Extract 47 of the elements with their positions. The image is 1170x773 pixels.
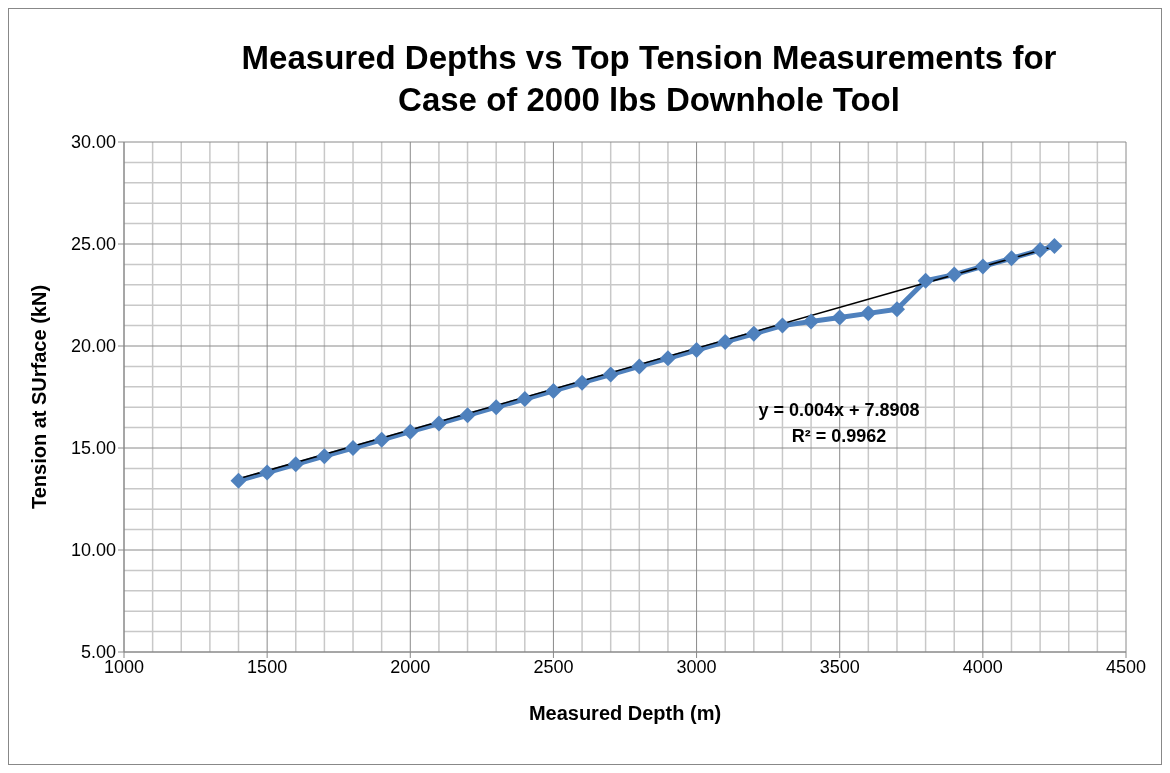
point [1046,238,1063,255]
point [373,431,390,448]
point [516,391,533,408]
y-tick-label: 10.00 [70,540,116,561]
point [230,472,247,489]
point [946,266,963,283]
annotation: y = 0.004x + 7.8908 [757,399,921,422]
point [316,448,333,465]
point [574,374,591,391]
y-axis-title: Tension at SUrface (kN) [28,284,51,510]
point [717,333,734,350]
point [745,325,762,342]
point [602,366,619,383]
annotation: R² = 0.9962 [790,425,888,448]
point [631,358,648,375]
y-tick-label: 15.00 [70,438,116,459]
y-tick-label: 25.00 [70,234,116,255]
x-tick-label: 1500 [247,656,288,677]
point [1003,250,1020,267]
chart-title: Measured Depths vs Top Tension Measurements for Case of 2000 lbs Downhole Tool [240,38,1058,120]
point [803,313,820,330]
point [974,258,991,275]
x-tick-label: 2500 [533,656,574,677]
x-tick-label: 4000 [962,656,1003,677]
point [430,415,447,432]
x-tick-label: 2000 [390,656,431,677]
point [688,342,705,359]
x-axis-title: Measured Depth (m) [528,702,722,724]
x-tick-label: 3000 [676,656,717,677]
y-tick-label: 30.00 [70,132,116,153]
point [888,301,905,318]
point [917,272,934,289]
point [345,440,362,456]
point [287,456,304,473]
point [259,464,276,481]
point [831,309,848,326]
point [1032,242,1049,259]
point [659,350,676,367]
point [774,317,791,334]
point [488,399,505,416]
point [545,382,562,399]
x-tick-label: 4500 [1105,656,1147,677]
y-tick-label: 20.00 [70,336,116,357]
point [402,423,419,440]
point [860,305,877,322]
point [459,407,476,424]
x-tick-label: 3500 [819,656,860,677]
